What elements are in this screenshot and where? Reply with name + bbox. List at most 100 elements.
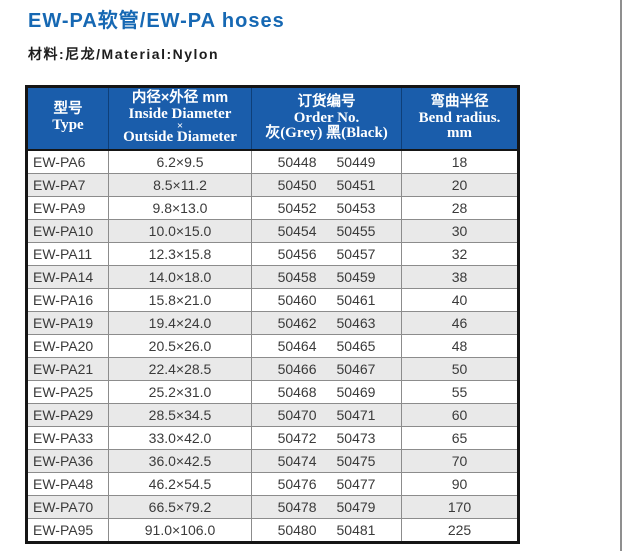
order-black-value: 50481 [336,521,376,538]
cell-bend-radius: 46 [401,310,519,335]
table-row: EW-PA95 91.0×106.0 50480 50481 225 [26,517,519,543]
order-number-pair: 50448 50449 [278,151,376,173]
cell-diameter: 66.5×79.2 [108,494,252,519]
table-row: EW-PA9 9.8×13.0 50452 50453 28 [26,195,519,220]
order-number-pair: 50456 50457 [278,243,376,265]
cell-diameter: 15.8×21.0 [108,287,252,312]
order-number-pair: 50466 50467 [278,358,376,380]
order-black-value: 50457 [336,245,376,262]
cell-bend-radius: 48 [401,333,519,358]
order-number-pair: 50472 50473 [278,427,376,449]
cell-bend-radius: 70 [401,448,519,473]
order-number-pair: 50478 50479 [278,496,376,518]
cell-diameter: 10.0×15.0 [108,218,252,243]
cell-order: 50448 50449 [251,149,402,174]
col-header-bend: 弯曲半径 Bend radius. mm [401,86,519,151]
order-black-value: 50475 [336,452,376,469]
order-black-value: 50467 [336,360,376,377]
order-black-value: 50461 [336,291,376,308]
cell-order: 50470 50471 [251,402,402,427]
table-row: EW-PA7 8.5×11.2 50450 50451 20 [26,172,519,197]
cell-order: 50466 50467 [251,356,402,381]
page-title: EW-PA软管/EW-PA hoses [28,10,285,32]
cell-order: 50478 50479 [251,494,402,519]
cell-bend-radius: 32 [401,241,519,266]
table-row: EW-PA70 66.5×79.2 50478 50479 170 [26,494,519,519]
cell-type: EW-PA20 [26,333,109,358]
order-grey-value: 50478 [277,498,317,515]
order-black-value: 50477 [336,475,376,492]
cell-diameter: 19.4×24.0 [108,310,252,335]
order-number-pair: 50474 50475 [278,450,376,472]
cell-type: EW-PA9 [26,195,109,220]
table-row: EW-PA6 6.2×9.5 50448 50449 18 [26,149,519,174]
order-grey-value: 50468 [277,383,317,400]
order-black-value: 50453 [336,199,376,216]
col-header-bend-unit: mm [447,124,472,141]
cell-type: EW-PA95 [26,517,109,543]
order-grey-value: 50476 [277,475,317,492]
cell-order: 50454 50455 [251,218,402,243]
order-grey-value: 50448 [277,153,317,170]
col-header-order-zh: 订货编号 [297,93,356,110]
page-edge-rule [620,0,622,551]
cell-diameter: 14.0×18.0 [108,264,252,289]
cell-order: 50476 50477 [251,471,402,496]
order-grey-value: 50458 [277,268,317,285]
cell-type: EW-PA48 [26,471,109,496]
order-number-pair: 50480 50481 [278,519,376,541]
table-row: EW-PA16 15.8×21.0 50460 50461 40 [26,287,519,312]
cell-diameter: 22.4×28.5 [108,356,252,381]
table-row: EW-PA48 46.2×54.5 50476 50477 90 [26,471,519,496]
order-number-pair: 50458 50459 [278,266,376,288]
cell-bend-radius: 60 [401,402,519,427]
col-header-type-zh: 型号 [53,101,83,118]
order-number-pair: 50462 50463 [278,312,376,334]
cell-order: 50462 50463 [251,310,402,335]
cell-bend-radius: 55 [401,379,519,404]
cell-type: EW-PA10 [26,218,109,243]
col-header-diameter-en2: Outside Diameter [123,128,237,145]
order-grey-value: 50472 [277,429,317,446]
order-number-pair: 50452 50453 [278,197,376,219]
cell-bend-radius: 30 [401,218,519,243]
col-header-diameter: 内径×外径 mm Inside Diameter × Outside Diame… [108,86,252,151]
order-black-value: 50469 [336,383,376,400]
cell-type: EW-PA6 [26,149,109,174]
cell-diameter: 36.0×42.5 [108,448,252,473]
table-row: EW-PA21 22.4×28.5 50466 50467 50 [26,356,519,381]
cell-diameter: 6.2×9.5 [108,149,252,174]
cell-bend-radius: 28 [401,195,519,220]
cell-bend-radius: 90 [401,471,519,496]
order-black-value: 50455 [336,222,376,239]
order-number-pair: 50460 50461 [278,289,376,311]
cell-diameter: 25.2×31.0 [108,379,252,404]
table-header-row: 型号 Type 内径×外径 mm Inside Diameter × Outsi… [26,86,519,151]
col-header-bend-en: Bend radius. [418,109,501,126]
order-black-value: 50449 [336,153,376,170]
cell-diameter: 9.8×13.0 [108,195,252,220]
col-header-type: 型号 Type [26,86,109,151]
order-grey-value: 50480 [277,521,317,538]
order-grey-value: 50466 [277,360,317,377]
cell-bend-radius: 20 [401,172,519,197]
table-row: EW-PA20 20.5×26.0 50464 50465 48 [26,333,519,358]
order-black-value: 50471 [336,406,376,423]
cell-diameter: 46.2×54.5 [108,471,252,496]
cell-bend-radius: 170 [401,494,519,519]
col-header-diameter-times: × [176,119,184,132]
order-grey-value: 50452 [277,199,317,216]
cell-order: 50474 50475 [251,448,402,473]
cell-diameter: 91.0×106.0 [108,517,252,543]
table-row: EW-PA14 14.0×18.0 50458 50459 38 [26,264,519,289]
cell-diameter: 28.5×34.5 [108,402,252,427]
order-grey-value: 50470 [277,406,317,423]
hose-spec-table: 型号 Type 内径×外径 mm Inside Diameter × Outsi… [25,85,520,544]
cell-order: 50460 50461 [251,287,402,312]
order-number-pair: 50464 50465 [278,335,376,357]
cell-type: EW-PA29 [26,402,109,427]
order-grey-value: 50450 [277,176,317,193]
order-number-pair: 50476 50477 [278,473,376,495]
order-number-pair: 50454 50455 [278,220,376,242]
